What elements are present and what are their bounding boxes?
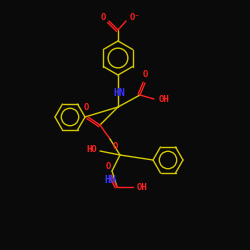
- Text: HN: HN: [113, 88, 125, 98]
- Text: HO: HO: [86, 146, 97, 154]
- Text: O: O: [142, 70, 148, 79]
- Text: O: O: [83, 103, 89, 112]
- Text: HN: HN: [104, 175, 116, 185]
- Text: OH: OH: [137, 182, 148, 192]
- Text: O: O: [113, 142, 118, 151]
- Text: O: O: [105, 162, 111, 171]
- Text: O: O: [100, 14, 106, 22]
- Text: OH: OH: [159, 94, 170, 104]
- Text: O⁻: O⁻: [130, 14, 141, 22]
